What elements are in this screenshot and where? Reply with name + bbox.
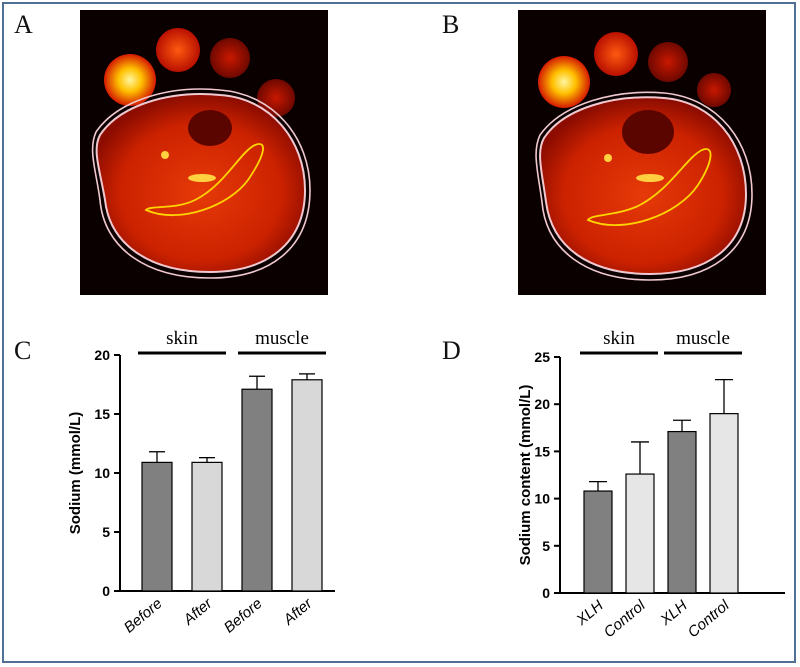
bar [583,490,613,594]
x-tick-label: Control [601,597,649,642]
y-tick-label: 20 [94,347,110,363]
mri-image-b [518,10,766,295]
group-label: muscle [676,328,730,349]
y-tick-label: 15 [94,406,110,422]
group-label: skin [166,328,198,349]
y-tick-label: 5 [102,524,110,540]
x-tick-label: Control [685,597,733,642]
y-tick-label: 10 [534,491,550,507]
group-label: muscle [255,328,309,349]
panel-letter-a: A [14,10,33,39]
panel-letter-d: D [442,336,461,365]
x-tick-label: Before [221,595,266,636]
y-tick-label: 20 [534,396,550,412]
y-tick-label: 15 [534,443,550,459]
y-tick-label: 0 [542,585,550,601]
bar [709,413,739,594]
y-axis-label: Sodium content (mmol/L) [517,385,534,566]
x-tick-label: After [180,594,217,629]
panel-letter-c: C [14,336,32,365]
mri-image-a [80,10,328,295]
bar [667,430,697,594]
bar [141,461,173,592]
x-tick-label: XLH [657,597,691,630]
x-tick-label: XLH [573,597,607,630]
y-tick-label: 5 [542,538,550,554]
y-tick-label: 0 [102,583,110,599]
y-tick-label: 10 [94,465,110,481]
group-label: skin [603,328,635,349]
y-tick-label: 25 [534,349,550,365]
y-axis-label: Sodium (mmol/L) [67,412,84,535]
x-tick-label: After [280,594,317,629]
bar [241,388,273,592]
bar [191,461,223,592]
x-tick-label: Before [121,595,166,636]
panel-letter-b: B [442,10,460,39]
bar [291,379,323,592]
bar [625,473,655,594]
